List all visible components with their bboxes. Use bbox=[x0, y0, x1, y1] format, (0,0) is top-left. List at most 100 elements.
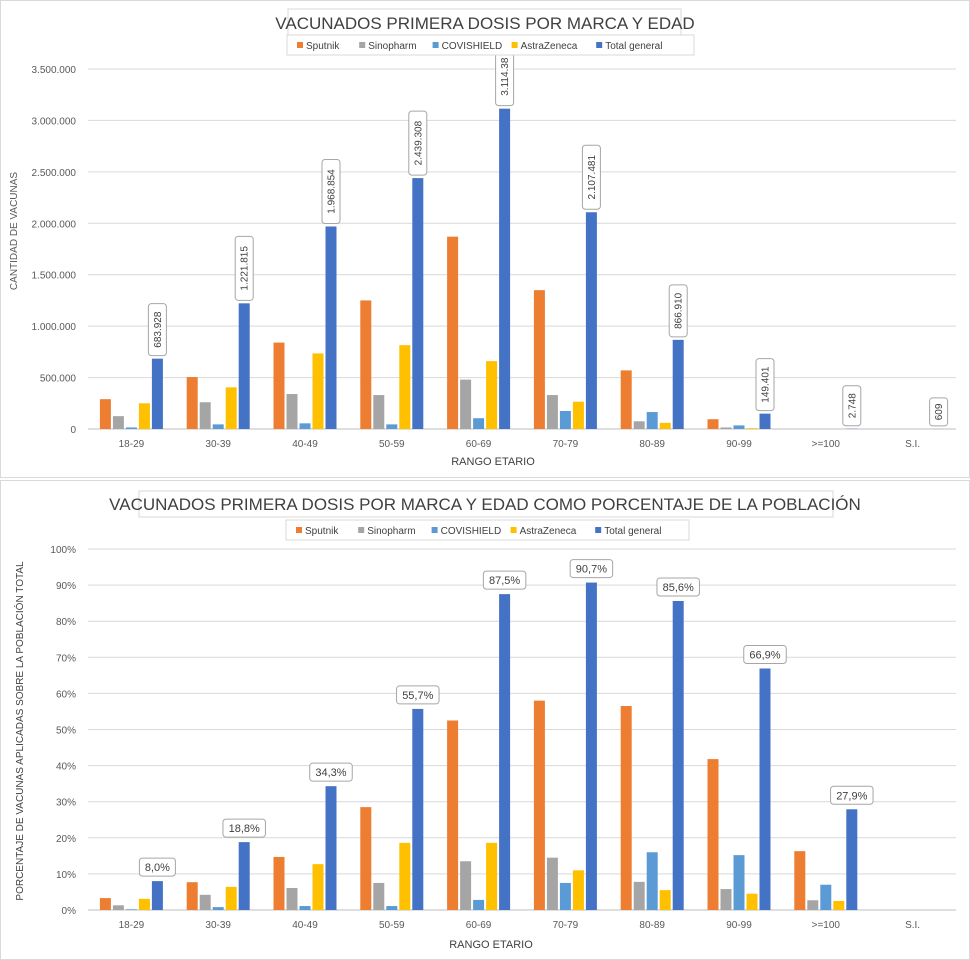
data-label: 8,0% bbox=[145, 862, 170, 874]
chart-panel-counts: VACUNADOS PRIMERA DOSIS POR MARCA Y EDAD… bbox=[0, 0, 970, 478]
data-label: 2.748 bbox=[847, 393, 858, 418]
data-label: 1.221.815 bbox=[240, 246, 251, 291]
data-label: 85,6% bbox=[663, 582, 694, 594]
bar-sputnik bbox=[186, 377, 198, 429]
legend-swatch bbox=[297, 42, 303, 48]
x-tick-label: S.I. bbox=[905, 920, 920, 931]
bar-astrazeneca bbox=[746, 428, 758, 429]
data-label: 149.401 bbox=[761, 366, 772, 403]
bar-astrazeneca bbox=[572, 401, 584, 429]
bar-sinopharm bbox=[546, 395, 558, 429]
bar-astrazeneca bbox=[399, 842, 411, 910]
bar-sinopharm bbox=[720, 889, 732, 910]
bar-sinopharm bbox=[460, 379, 472, 429]
y-tick-label: 20% bbox=[56, 834, 76, 845]
bar-sinopharm bbox=[199, 402, 211, 429]
bar-sputnik bbox=[533, 290, 545, 429]
data-label: 34,3% bbox=[315, 767, 346, 779]
y-tick-label: 80% bbox=[56, 617, 76, 628]
bar-sputnik bbox=[620, 706, 632, 910]
y-tick-label: 100% bbox=[50, 545, 76, 556]
bar-sinopharm bbox=[112, 416, 124, 429]
y-axis-label: PORCENTAJE DE VACUNAS APLICADAS SOBRE LA… bbox=[13, 561, 26, 901]
bar-total-general bbox=[238, 842, 250, 910]
data-label-box bbox=[309, 762, 353, 782]
x-tick-label: 90-99 bbox=[726, 439, 752, 450]
data-label-box bbox=[482, 570, 527, 590]
bar-sinopharm bbox=[199, 894, 211, 910]
bar-astrazeneca bbox=[659, 422, 671, 429]
chart-percent: VACUNADOS PRIMERA DOSIS POR MARCA Y EDAD… bbox=[13, 490, 956, 951]
data-label: 18,8% bbox=[229, 823, 260, 835]
bar-sinopharm bbox=[633, 881, 645, 910]
bar-sputnik bbox=[447, 720, 459, 910]
legend-item: COVISHIELD bbox=[441, 526, 502, 537]
bar-covishield bbox=[386, 906, 398, 910]
x-tick-label: 40-49 bbox=[292, 439, 318, 450]
legend-swatch bbox=[431, 527, 438, 533]
data-label: 55,7% bbox=[402, 690, 433, 702]
x-tick-label: 18-29 bbox=[119, 920, 145, 931]
bar-covishield bbox=[386, 424, 398, 429]
x-tick-label: 80-89 bbox=[639, 920, 665, 931]
bar-sinopharm bbox=[373, 882, 385, 910]
x-tick-label: 30-39 bbox=[205, 439, 231, 450]
bar-covishield bbox=[212, 907, 224, 910]
bar-total-general bbox=[499, 594, 511, 910]
y-tick-label: 60% bbox=[56, 689, 76, 700]
y-tick-label: 500.000 bbox=[40, 374, 77, 385]
data-label-box bbox=[396, 685, 440, 705]
data-label-box bbox=[842, 385, 862, 427]
legend-swatch bbox=[359, 42, 366, 48]
bar-astrazeneca bbox=[312, 353, 324, 429]
bar-covishield bbox=[733, 855, 745, 910]
bar-astrazeneca bbox=[486, 361, 498, 429]
legend-item: Sinopharm bbox=[367, 526, 415, 537]
x-tick-label: 40-49 bbox=[292, 920, 318, 931]
bar-total-general bbox=[412, 178, 424, 429]
x-tick-label: 18-29 bbox=[119, 439, 145, 450]
bar-astrazeneca bbox=[659, 890, 671, 910]
chart-title: VACUNADOS PRIMERA DOSIS POR MARCA Y EDAD… bbox=[109, 495, 861, 514]
bar-total-general bbox=[672, 339, 684, 429]
legend-swatch bbox=[511, 42, 518, 48]
x-tick-label: 70-79 bbox=[553, 439, 579, 450]
bar-covishield bbox=[125, 427, 137, 429]
legend-item: AstraZeneca bbox=[521, 41, 578, 52]
bar-total-general bbox=[325, 226, 337, 429]
bar-sinopharm bbox=[286, 394, 298, 429]
y-tick-label: 10% bbox=[56, 870, 76, 881]
bar-sinopharm bbox=[460, 861, 472, 910]
data-label-box bbox=[408, 110, 428, 176]
bar-covishield bbox=[299, 423, 311, 429]
bar-total-general bbox=[672, 600, 684, 910]
data-label-box bbox=[569, 559, 614, 579]
data-label-box bbox=[755, 358, 775, 412]
data-label: 683.928 bbox=[153, 311, 164, 348]
bar-sinopharm bbox=[807, 900, 819, 910]
bar-total-general bbox=[759, 668, 771, 910]
legend-item: Sinopharm bbox=[368, 41, 416, 52]
bar-sputnik bbox=[707, 759, 719, 910]
bar-sinopharm bbox=[633, 421, 645, 429]
data-label-box bbox=[668, 284, 688, 338]
data-label: 3.114.38 bbox=[500, 57, 511, 96]
legend bbox=[286, 34, 695, 56]
bar-total-general bbox=[846, 809, 858, 910]
bar-sputnik bbox=[620, 370, 632, 429]
bar-sputnik bbox=[273, 342, 285, 429]
x-tick-label: 90-99 bbox=[726, 920, 752, 931]
x-axis-label: RANGO ETARIO bbox=[449, 939, 533, 951]
legend-swatch bbox=[596, 42, 603, 48]
legend-swatch bbox=[358, 527, 365, 533]
bar-astrazeneca bbox=[486, 842, 498, 910]
bar-astrazeneca bbox=[399, 345, 411, 429]
bar-astrazeneca bbox=[225, 387, 237, 429]
data-label-box bbox=[234, 235, 254, 301]
bar-total-general bbox=[412, 708, 424, 910]
bar-covishield bbox=[559, 882, 571, 910]
bar-sputnik bbox=[794, 851, 806, 910]
data-label: 87,5% bbox=[489, 575, 520, 587]
data-label-box bbox=[147, 303, 167, 357]
chart-counts: VACUNADOS PRIMERA DOSIS POR MARCA Y EDAD… bbox=[9, 8, 956, 468]
